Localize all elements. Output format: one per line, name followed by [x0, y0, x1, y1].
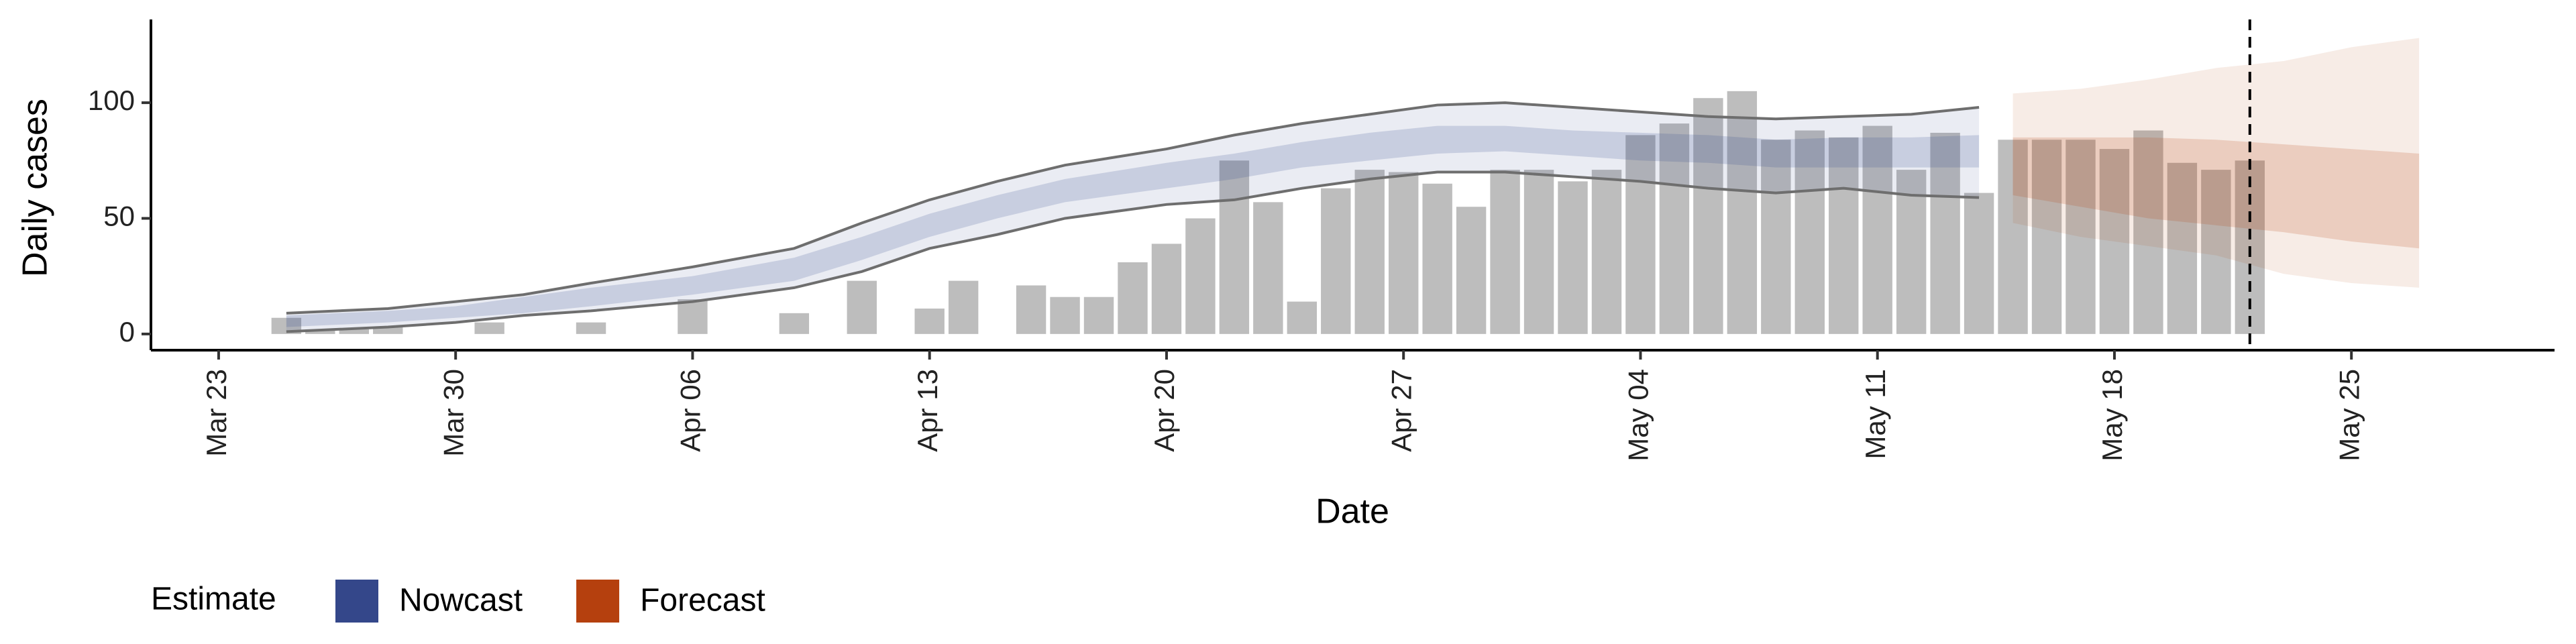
y-tick-label: 0 [119, 316, 135, 347]
band-90 [286, 103, 1980, 332]
legend-title: Estimate [151, 582, 276, 617]
bar [2099, 149, 2130, 334]
bar [1862, 125, 1892, 334]
bar [1456, 207, 1487, 334]
bar [1930, 132, 1960, 334]
bar [576, 322, 606, 334]
bar [1761, 140, 1791, 334]
band-90 [2012, 38, 2420, 288]
bar [1998, 140, 2028, 334]
legend-label: Nowcast [399, 583, 523, 619]
bar [2167, 162, 2198, 334]
x-tick-label: Apr 20 [1148, 369, 1180, 452]
bar [2133, 130, 2163, 334]
bar [1422, 183, 1452, 334]
bar [305, 329, 335, 334]
bar [847, 280, 877, 334]
bar [1185, 218, 1216, 334]
bar [1219, 160, 1250, 334]
bar [1591, 170, 1622, 334]
x-axis-title: Date [1316, 492, 1389, 531]
bar [1321, 188, 1351, 334]
bar [2031, 140, 2062, 334]
bar [1727, 91, 1758, 334]
x-tick-label: May 04 [1623, 369, 1654, 462]
y-tick-label: 100 [88, 85, 135, 116]
bar [1964, 193, 1994, 334]
bar [1896, 170, 1927, 334]
bar [1050, 297, 1080, 334]
bands [286, 38, 2420, 333]
bars [271, 91, 2265, 334]
bar [1829, 137, 1859, 334]
bar [678, 299, 708, 334]
band-upper-line [286, 101, 1980, 315]
bar [474, 322, 504, 334]
bar [1794, 130, 1825, 334]
x-tick-label: May 25 [2333, 369, 2365, 462]
bar [1693, 98, 1723, 334]
bar [1388, 172, 1419, 334]
x-tick-label: Apr 06 [675, 369, 706, 452]
bar [1558, 181, 1588, 334]
x-tick-label: Apr 27 [1385, 369, 1417, 452]
bar [1354, 170, 1385, 334]
legend-swatch [576, 580, 620, 623]
bar [1625, 135, 1656, 334]
bar [1083, 297, 1114, 334]
bar [2065, 140, 2096, 334]
bar [1659, 123, 1690, 334]
bar [1016, 285, 1046, 334]
bar [1151, 244, 1182, 334]
x-tick-label: Mar 23 [201, 369, 232, 457]
x-tick-label: Apr 13 [912, 369, 943, 452]
bar [2201, 170, 2231, 334]
bar [1287, 301, 1318, 334]
legend-label: Forecast [640, 583, 765, 619]
x-tick-label: May 11 [1860, 369, 1891, 460]
legend-swatch [335, 580, 378, 623]
y-tick-label: 50 [103, 201, 135, 232]
y-axis-title: Daily cases [16, 99, 55, 277]
bar [1490, 170, 1520, 334]
x-tick-label: Mar 30 [437, 369, 469, 457]
bar [914, 308, 945, 334]
x-tick-label: May 18 [2096, 369, 2128, 462]
bar [373, 327, 403, 334]
bar [1118, 262, 1148, 334]
bar [1523, 170, 1554, 334]
bar [948, 280, 979, 334]
band-50 [2012, 137, 2420, 249]
bar [1253, 202, 1283, 334]
band-lower-line [286, 170, 1980, 333]
band-50 [286, 125, 1980, 327]
bar [339, 329, 369, 334]
bar [779, 313, 810, 334]
